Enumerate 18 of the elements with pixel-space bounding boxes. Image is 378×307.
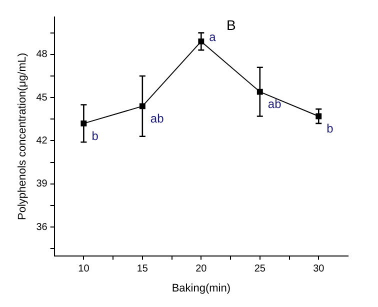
annotation: ab <box>268 97 282 112</box>
y-tick-label: 39 <box>36 178 48 190</box>
y-axis-title: Polyphenols concentration(μg/mL) <box>16 52 29 220</box>
annotation: b <box>92 128 99 143</box>
y-tick-label: 48 <box>36 49 48 60</box>
y-tick-label: 45 <box>36 92 48 104</box>
annotation: ab <box>150 112 164 126</box>
x-tick-label: 10 <box>78 264 90 275</box>
x-tick-label: 30 <box>313 264 325 275</box>
x-tick-label: 15 <box>136 264 148 275</box>
annotation: b <box>326 122 334 136</box>
chart-title: B <box>226 16 236 33</box>
annotation: a <box>209 30 216 44</box>
x-axis-title: Baking(min) <box>172 282 231 294</box>
x-tick-label: 25 <box>254 264 266 275</box>
y-tick-label: 42 <box>36 135 48 146</box>
x-tick-label: 20 <box>196 264 208 275</box>
y-tick-label: 36 <box>36 222 48 233</box>
